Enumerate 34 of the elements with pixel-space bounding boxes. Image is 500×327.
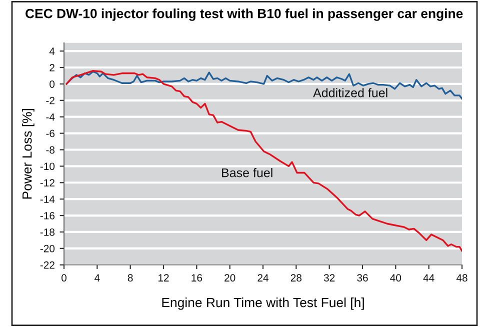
x-tick-label: 24 [258,274,268,282]
y-tick-label: -6 [46,130,55,138]
chart-title: CEC DW-10 injector fouling test with B10 fuel in passenger car engine [26,8,463,21]
y-tick-label: -12 [40,179,54,186]
x-tick-label: 4 [94,274,100,282]
y-tick-label: -14 [40,196,55,203]
line-series [66,70,462,252]
x-axis-title: Engine Run Time with Test Fuel [h] [162,297,364,310]
x-tick-label: 36 [357,274,368,282]
x-tick-label: 32 [324,274,335,282]
series-label: Additized fuel [313,88,388,98]
y-tick-label: -2 [46,96,54,104]
y-axis-title: Power Loss [%] [22,108,34,199]
y-tick-label: -16 [40,212,55,220]
x-tick-label: 48 [456,274,468,282]
x-tick-label: 0 [62,274,66,282]
y-tick-label: 0 [50,80,55,88]
y-tick-label: 2 [50,64,54,72]
x-tick-label: 28 [290,274,302,282]
x-tick-label: 44 [423,274,434,282]
x-tick-label: 40 [390,274,402,282]
y-tick-label: -4 [46,113,55,121]
line-series [66,70,462,100]
y-tick-label: -22 [40,261,54,269]
y-tick-label: 4 [49,48,55,55]
series-label: Base fuel [222,168,272,178]
y-tick-label: -20 [40,244,55,252]
x-tick-label: 8 [128,274,133,282]
y-tick-label: -10 [40,162,55,170]
x-tick-label: 16 [192,274,202,282]
x-tick-label: 20 [224,274,236,282]
x-tick-label: 12 [158,274,169,282]
y-tick-label: -8 [46,146,55,154]
y-tick-label: -18 [40,228,55,236]
